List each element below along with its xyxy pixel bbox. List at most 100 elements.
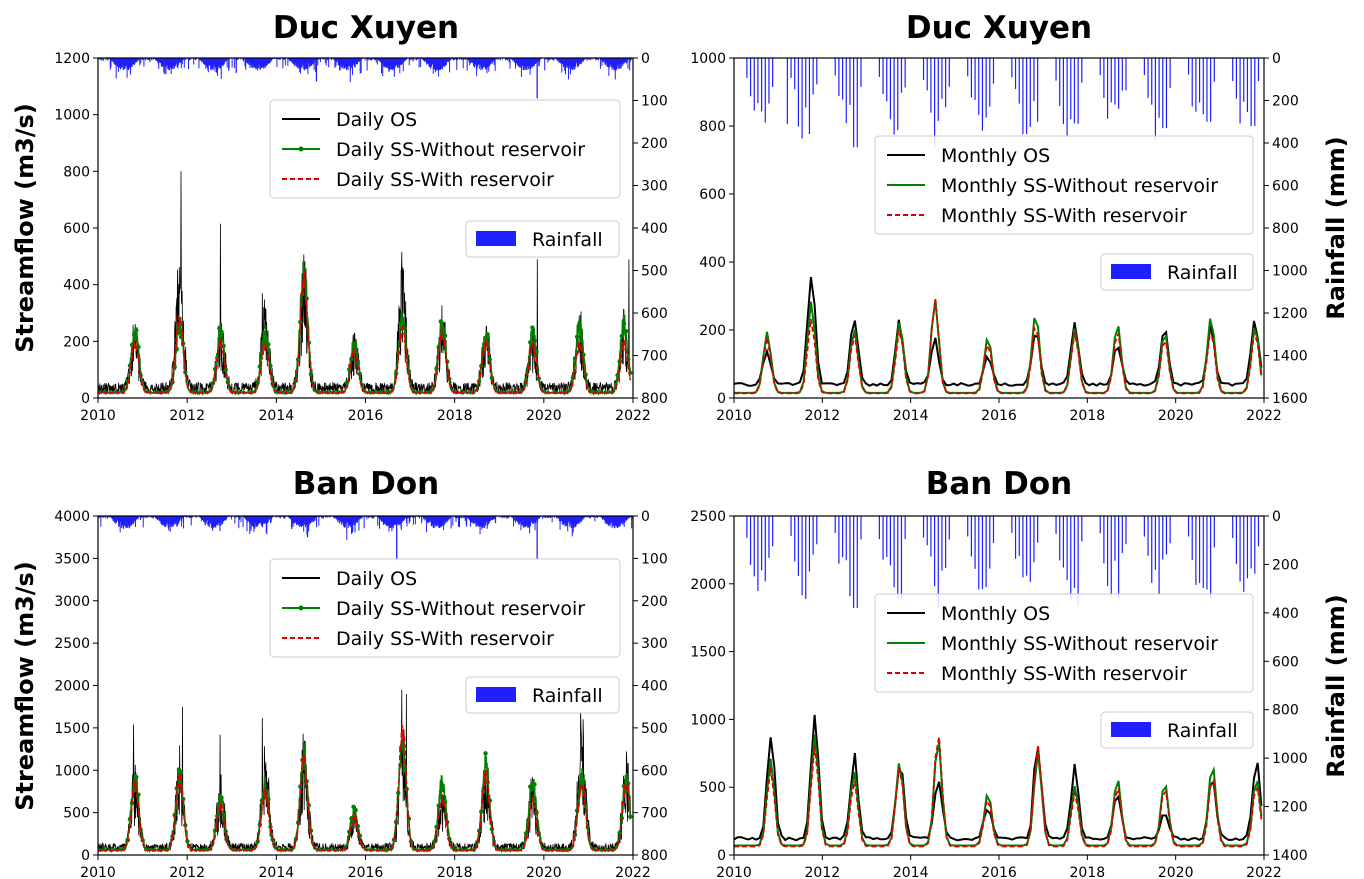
without-reservoir-marker [306,340,312,345]
series-observed [97,171,631,395]
y-tick-label: 1200 [54,51,90,67]
without-reservoir-marker [438,319,444,324]
y2-tick-label: 800 [641,391,668,407]
legend-label: Daily SS-Without reservoir [336,598,585,620]
without-reservoir-marker [308,371,314,377]
legend-swatch [476,687,516,702]
without-reservoir-markers [125,743,633,844]
x-tick-label: 2012 [169,865,205,879]
x-tick-label: 2010 [80,865,116,879]
y2-tick-label: 100 [641,94,668,110]
y2-tick-label: 600 [641,306,668,322]
x-tick-label: 2014 [893,865,929,879]
without-reservoir-marker [577,328,582,334]
rainfall-series [98,516,634,561]
without-reservoir-marker [619,333,625,339]
without-reservoir-marker [583,804,588,809]
without-reservoir-marker [221,812,226,817]
without-reservoir-marker [185,839,190,844]
without-reservoir-marker [572,832,578,838]
y-tick-label: 800 [699,119,726,135]
y-tick-label: 3000 [54,594,90,610]
y2-tick-label: 1200 [1272,800,1308,816]
without-reservoir-marker [298,319,303,325]
legend-label: Daily OS [336,109,417,131]
series-with-reservoir [97,271,632,396]
rainfall-series [746,516,1260,609]
without-reservoir-marker [621,321,627,326]
legend-box [269,99,621,199]
y-tick-label: 1000 [690,51,726,67]
without-reservoir-marker [532,782,537,787]
series-without-reservoir [97,732,632,854]
x-tick-label: 2014 [893,408,929,424]
panel-title: Duc Xuyen [906,10,1092,46]
x-tick-label: 2022 [615,408,651,424]
legend-label: Monthly SS-Without reservoir [941,633,1218,655]
y2-tick-label: 400 [1272,136,1299,152]
x-tick-label: 2020 [1158,408,1194,424]
legend-box [1100,711,1254,749]
legend-label: Monthly SS-With reservoir [941,205,1187,227]
without-reservoir-marker [442,333,448,338]
legend: Daily OS Daily SS-Without reservoir Daily … [269,558,621,658]
legend-label: Monthly SS-With reservoir [941,663,1187,685]
series-without-reservoir [734,299,1263,394]
x-tick-label: 2020 [1158,865,1194,879]
x-tick-label: 2014 [259,865,295,879]
panel-title: Ban Don [926,466,1073,502]
y2-tick-label: 300 [641,179,668,195]
y-tick-label: 800 [63,164,90,180]
y2-tick-label: 0 [641,51,650,67]
y-tick-label: 2500 [54,636,90,652]
y2-tick-label: 200 [641,594,668,610]
x-tick-label: 2012 [805,408,841,424]
x-tick-label: 2010 [716,865,752,879]
x-tick-label: 2020 [526,408,562,424]
legend-rainfall: Rainfall [465,220,620,258]
legend-marker [298,146,304,152]
y-tick-label: 0 [81,848,90,864]
y-tick-label: 1000 [690,712,726,728]
x-tick-label: 2018 [437,865,473,879]
panel-title: Ban Don [293,466,440,502]
legend-swatch [1111,264,1151,279]
legend-label: Daily OS [336,568,417,590]
y-tick-label: 2000 [54,679,90,695]
y-tick-label: 3500 [54,551,90,567]
legend-box [465,220,620,258]
y-tick-label: 500 [63,806,90,822]
legend-label: Rainfall [1167,720,1238,742]
without-reservoir-marker [536,376,541,381]
y-tick-label: 400 [699,255,726,271]
panel-ban-don-daily: Ban Don 2010 2012 2014 2016 2018 2020 2022 0 500… [54,466,667,879]
legend-label: Daily SS-Without reservoir [336,139,585,161]
x-tick-label: 2022 [615,865,651,879]
panel-duc-xuyen-monthly: Duc Xuyen 2010 2012 2014 2016 2018 2020 2022 0 2… [690,10,1307,424]
y2-tick-label: 0 [1272,51,1281,67]
y-tick-label: 600 [63,221,90,237]
y2-tick-label: 400 [641,679,668,695]
y-tick-label: 4000 [54,509,90,525]
y2-tick-label: 600 [1272,654,1299,670]
series-with-reservoir [734,298,1263,395]
without-reservoir-marker [400,321,405,326]
y-tick-label: 2500 [690,509,726,525]
x-tick-label: 2018 [1070,408,1106,424]
without-reservoir-marker [219,329,224,334]
without-reservoir-marker [295,357,301,362]
without-reservoir-marker [217,326,222,331]
y2-tick-label: 800 [1272,703,1299,719]
y-tick-label: 1000 [54,108,90,124]
panel-title: Duc Xuyen [273,10,459,46]
without-reservoir-marker [574,334,580,340]
legend-box [1100,253,1254,291]
y-tick-label: 1500 [690,645,726,661]
y2-tick-label: 0 [1272,509,1281,525]
y-tick-label: 0 [81,391,90,407]
legend-label: Monthly OS [941,603,1050,625]
legend-label: Monthly SS-Without reservoir [941,175,1218,197]
rainfall-series [98,58,633,99]
without-reservoir-marker [528,340,533,345]
